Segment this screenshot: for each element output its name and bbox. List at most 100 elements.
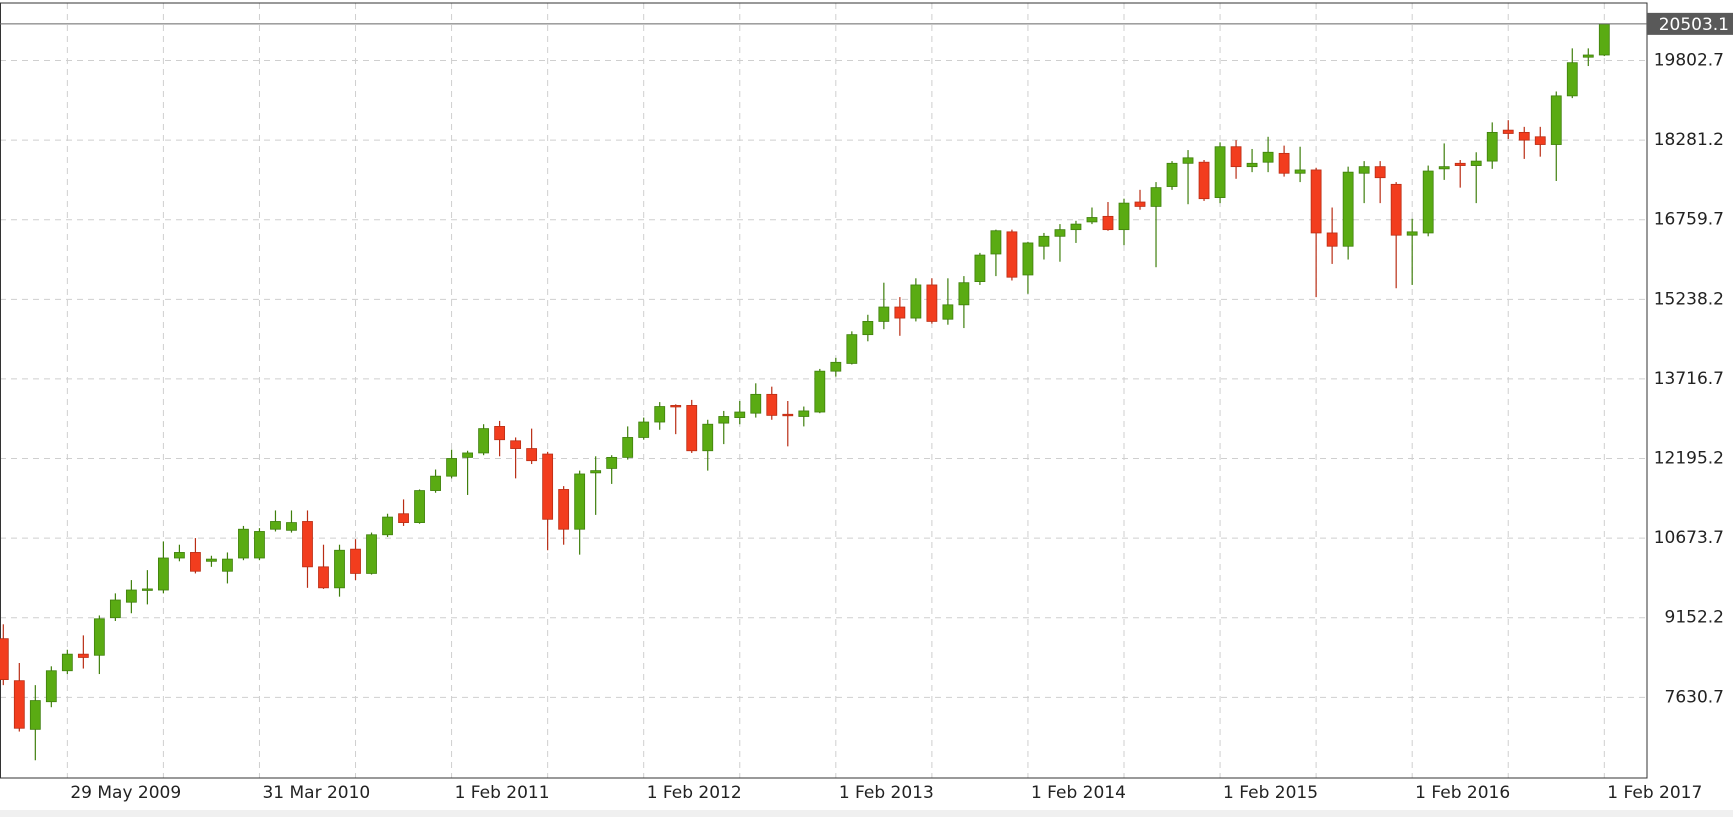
candle-body	[1374, 166, 1386, 179]
candle-body	[590, 470, 602, 474]
x-tick-label: 1 Feb 2013	[839, 783, 934, 803]
candle-body	[0, 638, 9, 680]
candle-body	[286, 522, 297, 531]
candle-body	[1102, 215, 1114, 231]
candle-body	[366, 534, 377, 574]
candle-body	[29, 700, 41, 730]
candle-body	[638, 421, 650, 438]
candle-body	[109, 599, 121, 619]
candle-body	[846, 334, 858, 364]
candle-body	[654, 406, 666, 423]
y-tick-label: 19802.7	[1654, 51, 1724, 71]
x-tick-label: 1 Feb 2011	[455, 783, 550, 803]
candle-body	[1582, 54, 1594, 58]
candle-body	[1518, 131, 1530, 141]
candle-body	[958, 282, 970, 306]
candle-body	[77, 653, 89, 658]
candle-body	[430, 475, 441, 491]
candle-body	[1214, 146, 1226, 198]
candle-body	[574, 473, 586, 530]
candle-body	[1534, 136, 1546, 145]
bottom-strip	[0, 810, 1733, 817]
x-tick-label: 1 Feb 2017	[1607, 783, 1702, 803]
candle-body	[1342, 171, 1354, 247]
candle-body	[1070, 223, 1082, 231]
candle-body	[862, 321, 874, 336]
candle-body	[1470, 160, 1482, 166]
candle-body	[1438, 166, 1450, 170]
candle-body	[494, 426, 506, 441]
candle-body	[1038, 235, 1050, 247]
candle-body	[670, 405, 682, 408]
y-tick-label: 10673.7	[1654, 528, 1724, 548]
candle-body	[270, 521, 281, 530]
candle-body	[542, 453, 554, 520]
y-tick-label: 18281.2	[1654, 130, 1724, 150]
candle-body	[1246, 162, 1258, 168]
candle-body	[1310, 169, 1322, 234]
candle-body	[1454, 162, 1466, 166]
candle-body	[206, 558, 217, 562]
candle-body	[910, 284, 922, 319]
candle-body	[878, 306, 890, 322]
candle-body	[702, 423, 714, 452]
candle-body	[222, 558, 233, 572]
y-tick-label: 15238.2	[1654, 289, 1724, 309]
candle-body	[798, 410, 810, 417]
candle-body	[558, 489, 570, 530]
candle-body	[830, 361, 842, 372]
plot-frame	[0, 2, 1648, 779]
candle-body	[1550, 95, 1562, 145]
candle-body	[1054, 229, 1066, 237]
candle-body	[1294, 169, 1306, 174]
candle-body	[462, 452, 473, 458]
candle-body	[1262, 151, 1274, 163]
candle-body	[1086, 217, 1098, 223]
candle-body	[1406, 231, 1418, 236]
candle-body	[125, 589, 137, 603]
candle-body	[1326, 232, 1338, 247]
candle-body	[1006, 231, 1018, 278]
candle-body	[718, 416, 730, 424]
candle-body	[254, 531, 265, 559]
last-price-label: 20503.1	[1659, 15, 1729, 35]
candle-body	[398, 513, 409, 523]
candle-body	[45, 670, 57, 703]
candle-body	[1502, 129, 1514, 134]
candle-body	[510, 440, 522, 449]
candle-body	[174, 552, 185, 559]
candle-body	[1150, 187, 1162, 207]
candle-body	[622, 437, 634, 458]
candle-body	[478, 428, 490, 454]
candle-body	[1486, 131, 1498, 162]
candle-body	[93, 618, 105, 656]
candle-body	[1598, 23, 1610, 56]
candle-body	[1166, 162, 1178, 187]
candle-body	[734, 411, 746, 418]
candle-body	[942, 304, 954, 320]
candle-body	[526, 448, 538, 462]
candle-body	[61, 653, 73, 672]
candle-body	[1182, 157, 1194, 164]
candle-body	[750, 393, 762, 414]
candle-body	[141, 588, 153, 591]
y-tick-label: 16759.7	[1654, 210, 1724, 230]
candle-body	[238, 528, 249, 559]
y-tick-label: 7630.7	[1665, 687, 1724, 707]
candle-body	[414, 490, 425, 523]
y-tick-label: 13716.7	[1654, 369, 1724, 389]
candle-body	[1022, 242, 1034, 276]
candle-body	[926, 284, 938, 322]
candle-body	[1566, 62, 1578, 97]
candle-body	[1422, 170, 1434, 234]
candle-body	[157, 557, 169, 591]
candle-body	[814, 370, 826, 413]
y-tick-label: 9152.2	[1665, 608, 1724, 628]
candle-body	[446, 458, 457, 477]
x-tick-label: 1 Feb 2012	[647, 783, 742, 803]
x-tick-label: 1 Feb 2016	[1415, 783, 1510, 803]
x-tick-label: 1 Feb 2015	[1223, 783, 1318, 803]
candle-body	[766, 393, 778, 416]
